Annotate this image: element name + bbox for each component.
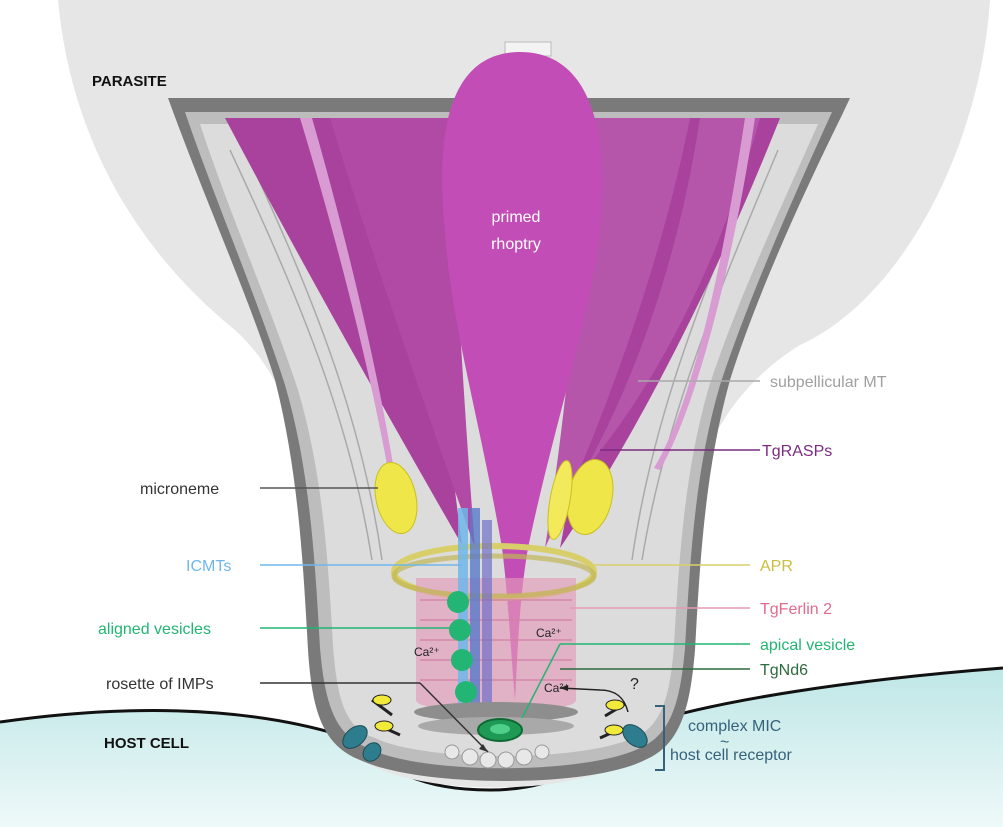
- apical-vesicle-label: apical vesicle: [760, 637, 855, 654]
- complex-bracket: [655, 705, 665, 771]
- primed-rhoptry-label: rhoptry: [491, 236, 541, 253]
- calcium-label: Ca²⁺: [414, 645, 440, 659]
- rosette-arrow-head: [479, 744, 488, 752]
- apical-vesicle-core: [490, 724, 510, 734]
- apr-ring-front: [391, 553, 597, 599]
- icmts-label: ICMTs: [186, 558, 231, 575]
- arrow-head: [560, 685, 568, 691]
- subpellicular-mt-label: subpellicular MT: [770, 374, 887, 391]
- complex-mic-right: [599, 699, 648, 748]
- tgrasps-label: TgRASPs: [762, 443, 832, 460]
- microneme-label: microneme: [140, 481, 219, 498]
- primed-rhoptry-label: primed: [492, 209, 541, 226]
- aligned-vesicles-label: aligned vesicles: [98, 621, 211, 638]
- rosette-of-imps-label: rosette of IMPs: [106, 676, 214, 693]
- imp-rosette: [444, 744, 550, 769]
- host-cell-receptor-label: host cell receptor: [670, 747, 793, 764]
- complex-mic-left: [342, 694, 401, 762]
- tgferlin2-label: TgFerlin 2: [760, 601, 832, 618]
- host-cell: [0, 668, 1003, 827]
- calcium-label: Ca²⁺: [536, 626, 562, 640]
- tilde-label: ~: [720, 734, 729, 751]
- subpellicular-microtubules: [229, 149, 779, 561]
- parasite-label: PARASITE: [92, 73, 167, 90]
- host-membrane: [0, 666, 1003, 792]
- tgnd6-label: TgNd6: [760, 662, 808, 679]
- leader-lines: [260, 380, 760, 753]
- ferlin-stripes: [420, 599, 572, 681]
- lower-plate: [414, 702, 578, 722]
- calcium-arrow: [559, 687, 629, 713]
- calcium-label: Ca²⁺: [544, 681, 570, 695]
- microneme: [374, 462, 418, 534]
- rhoptries: [225, 52, 780, 700]
- microneme: [547, 460, 573, 540]
- apr-label: APR: [760, 558, 793, 575]
- question-mark-label: ?: [630, 676, 639, 693]
- host-cell-label: HOST CELL: [104, 735, 189, 752]
- complex-mic-label: complex MIC: [688, 718, 781, 735]
- primed-rhoptry: [442, 52, 603, 700]
- aligned-vesicles: [447, 591, 477, 703]
